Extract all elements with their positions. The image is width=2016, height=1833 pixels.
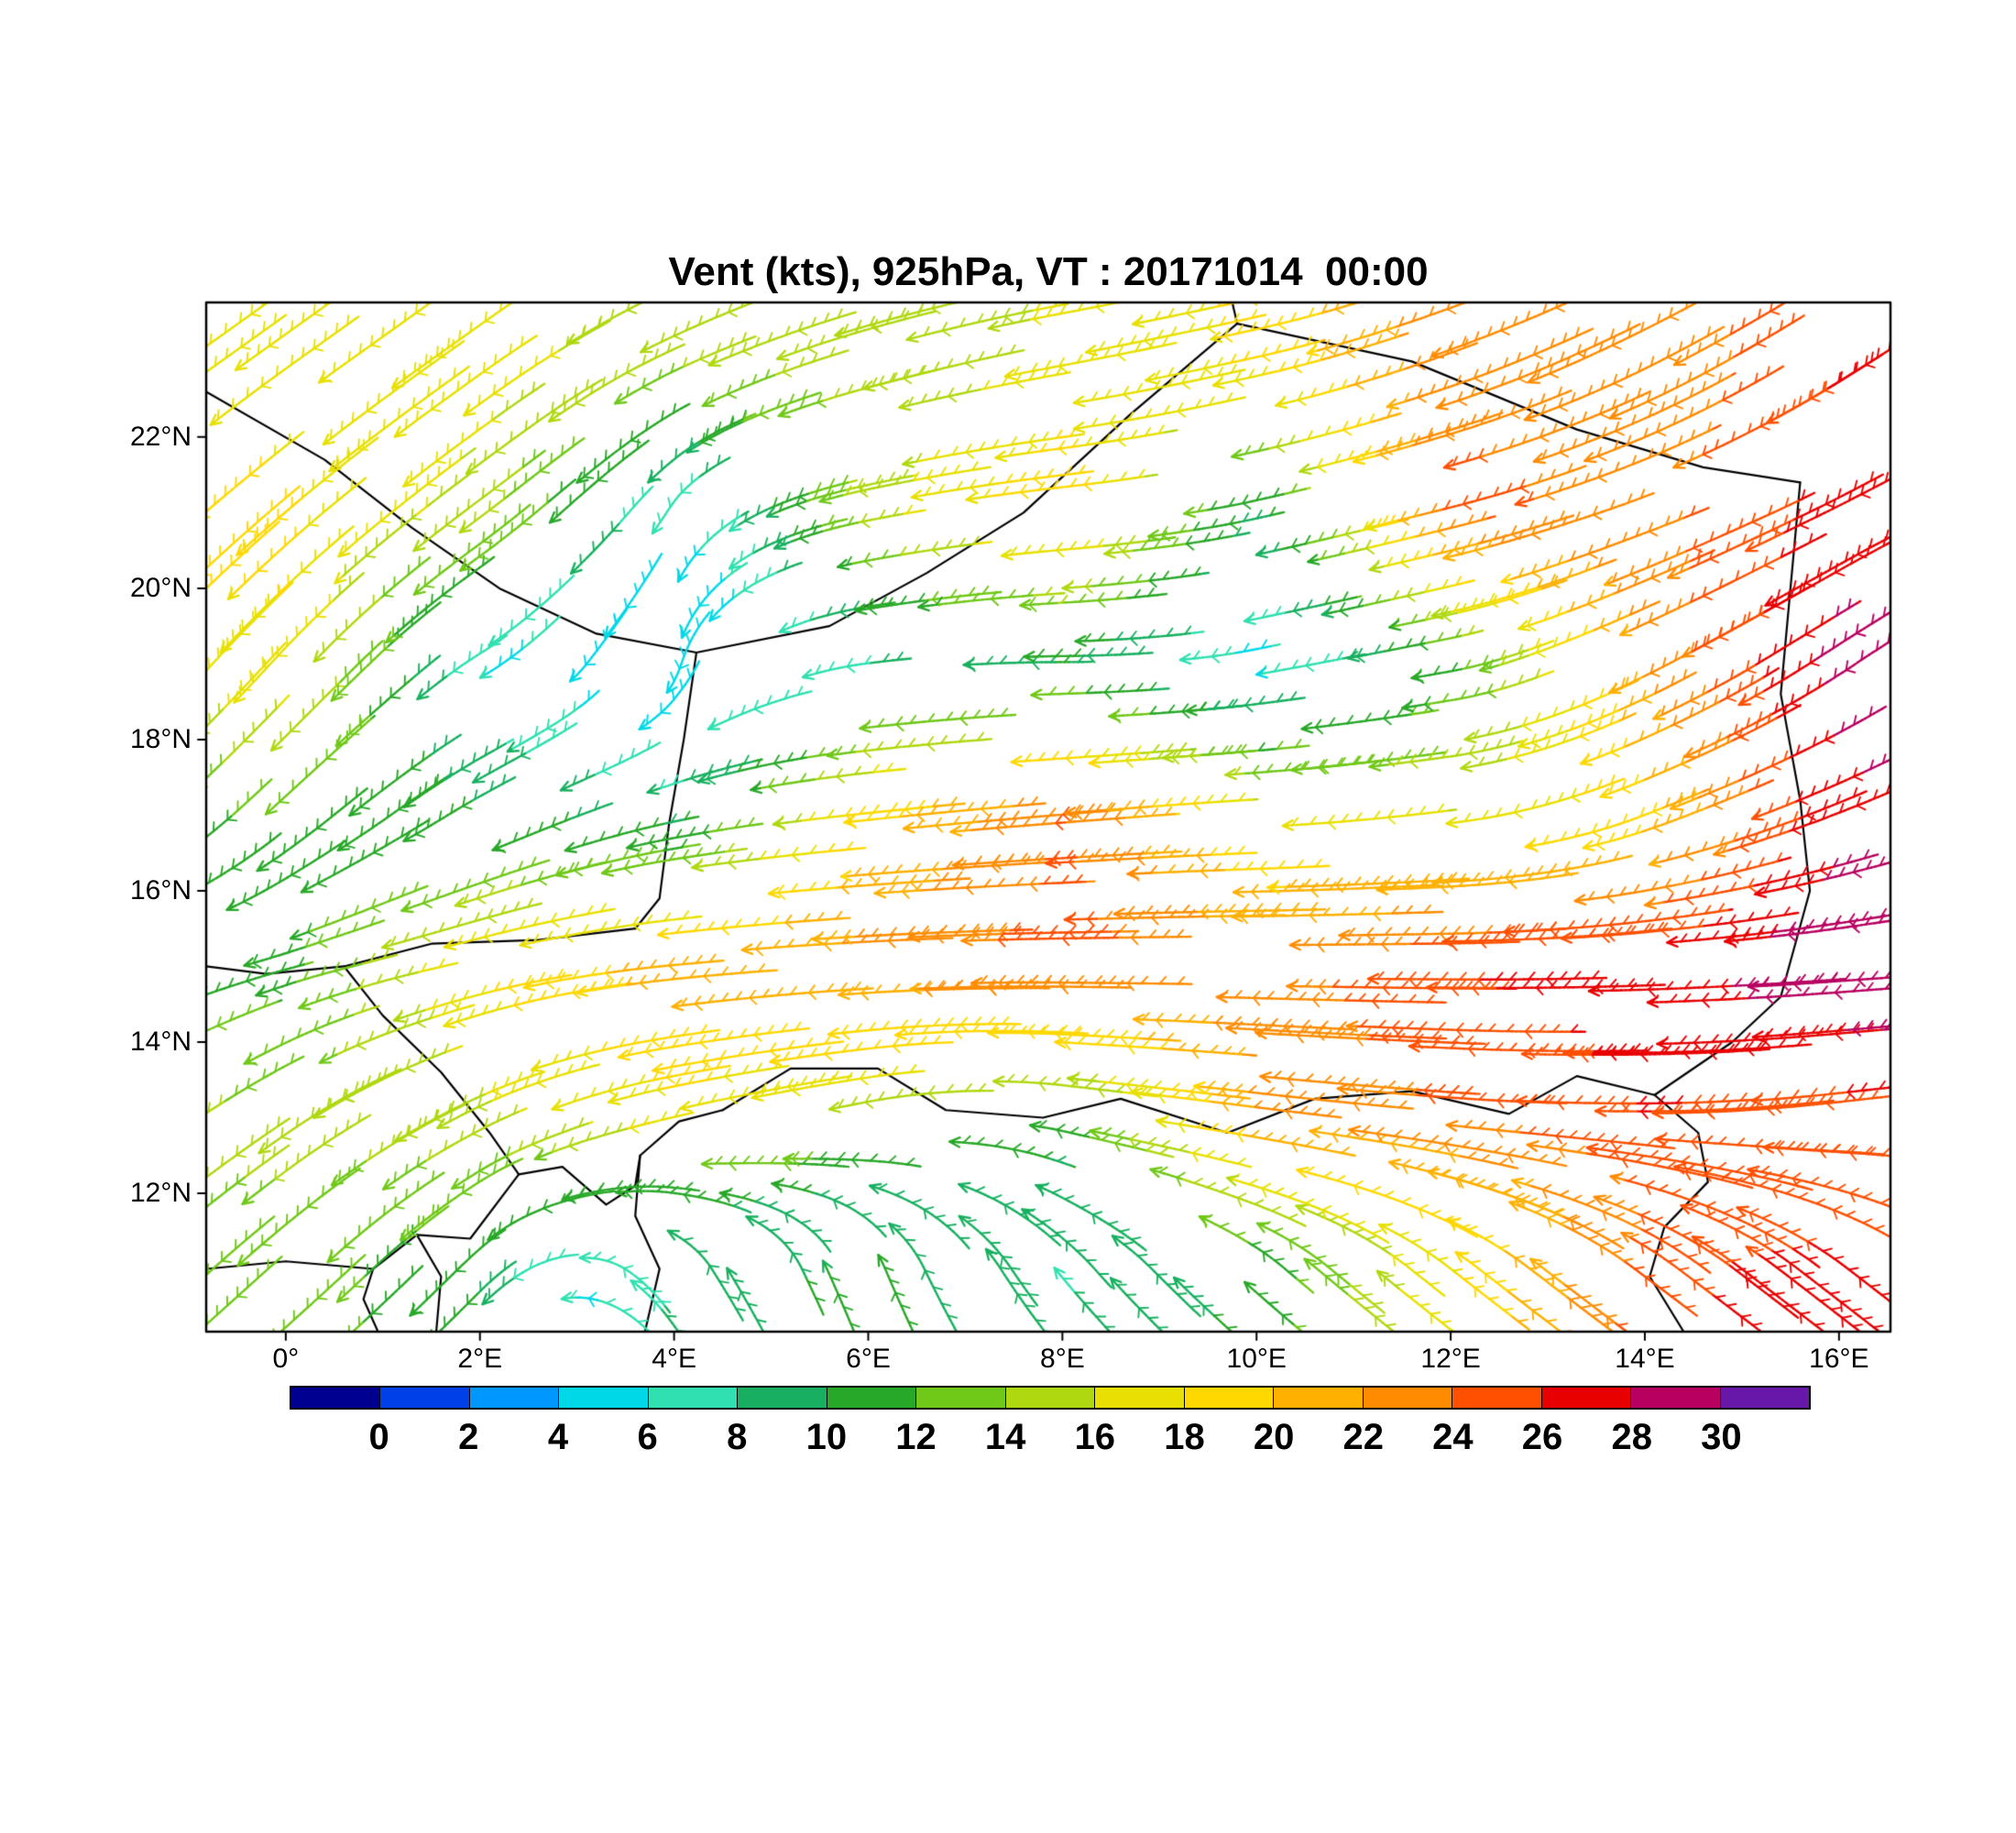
colorbar-tick-label: 18 (1164, 1417, 1205, 1457)
y-axis-tick-label: 20°N (129, 572, 192, 603)
colorbar-segment (737, 1388, 827, 1408)
colorbar-segment (826, 1388, 916, 1408)
colorbar-tick-label: 26 (1521, 1417, 1563, 1457)
colorbar-segment (1719, 1388, 1809, 1408)
colorbar-segment (1004, 1388, 1095, 1408)
colorbar-tick-label: 12 (895, 1417, 937, 1457)
colorbar-segment (1452, 1388, 1541, 1408)
colorbar-tick-label: 6 (637, 1417, 658, 1457)
colorbar-tick-label: 16 (1074, 1417, 1116, 1457)
y-axis-tick-label: 14°N (129, 1026, 192, 1057)
colorbar-segment (291, 1388, 380, 1408)
colorbar-tick-label: 10 (805, 1417, 848, 1457)
colorbar (290, 1386, 1811, 1410)
colorbar-segment (647, 1388, 738, 1408)
colorbar-tick-label: 2 (458, 1417, 479, 1457)
colorbar-segment (1540, 1388, 1631, 1408)
x-axis-tick-label: 0° (272, 1344, 300, 1374)
colorbar-tick-label: 24 (1432, 1417, 1474, 1457)
colorbar-segment (1362, 1388, 1452, 1408)
y-axis-tick-label: 22°N (129, 421, 192, 452)
colorbar-tick-label: 0 (368, 1417, 389, 1457)
x-axis-tick-label: 14°E (1615, 1344, 1675, 1374)
x-axis-tick-label: 8°E (1040, 1344, 1085, 1374)
colorbar-tick-label: 14 (984, 1417, 1026, 1457)
x-axis-tick-label: 2°E (457, 1344, 503, 1374)
y-axis-tick-label: 16°N (129, 874, 192, 906)
x-axis-tick-label: 6°E (846, 1344, 891, 1374)
colorbar-segment (915, 1388, 1005, 1408)
colorbar-tick-label: 28 (1611, 1417, 1652, 1457)
colorbar-tick-label: 4 (547, 1417, 569, 1457)
x-axis-tick-label: 10°E (1226, 1344, 1287, 1374)
colorbar-segment (1273, 1388, 1363, 1408)
colorbar-segment (1183, 1388, 1274, 1408)
colorbar-tick-label: 30 (1701, 1417, 1742, 1457)
x-axis-tick-label: 4°E (652, 1344, 696, 1374)
colorbar-segment (558, 1388, 648, 1408)
colorbar-tick-label: 20 (1253, 1417, 1295, 1457)
colorbar-segment (468, 1388, 559, 1408)
colorbar-segment (1630, 1388, 1720, 1408)
colorbar-tick-label: 22 (1342, 1417, 1385, 1457)
y-axis-tick-label: 12°N (129, 1178, 192, 1208)
x-axis-tick-label: 16°E (1809, 1344, 1869, 1374)
y-axis-tick-label: 18°N (129, 723, 192, 754)
x-axis-tick-label: 12°E (1420, 1344, 1481, 1374)
colorbar-segment (1094, 1388, 1184, 1408)
colorbar-segment (379, 1388, 469, 1408)
colorbar-tick-label: 8 (727, 1417, 748, 1457)
